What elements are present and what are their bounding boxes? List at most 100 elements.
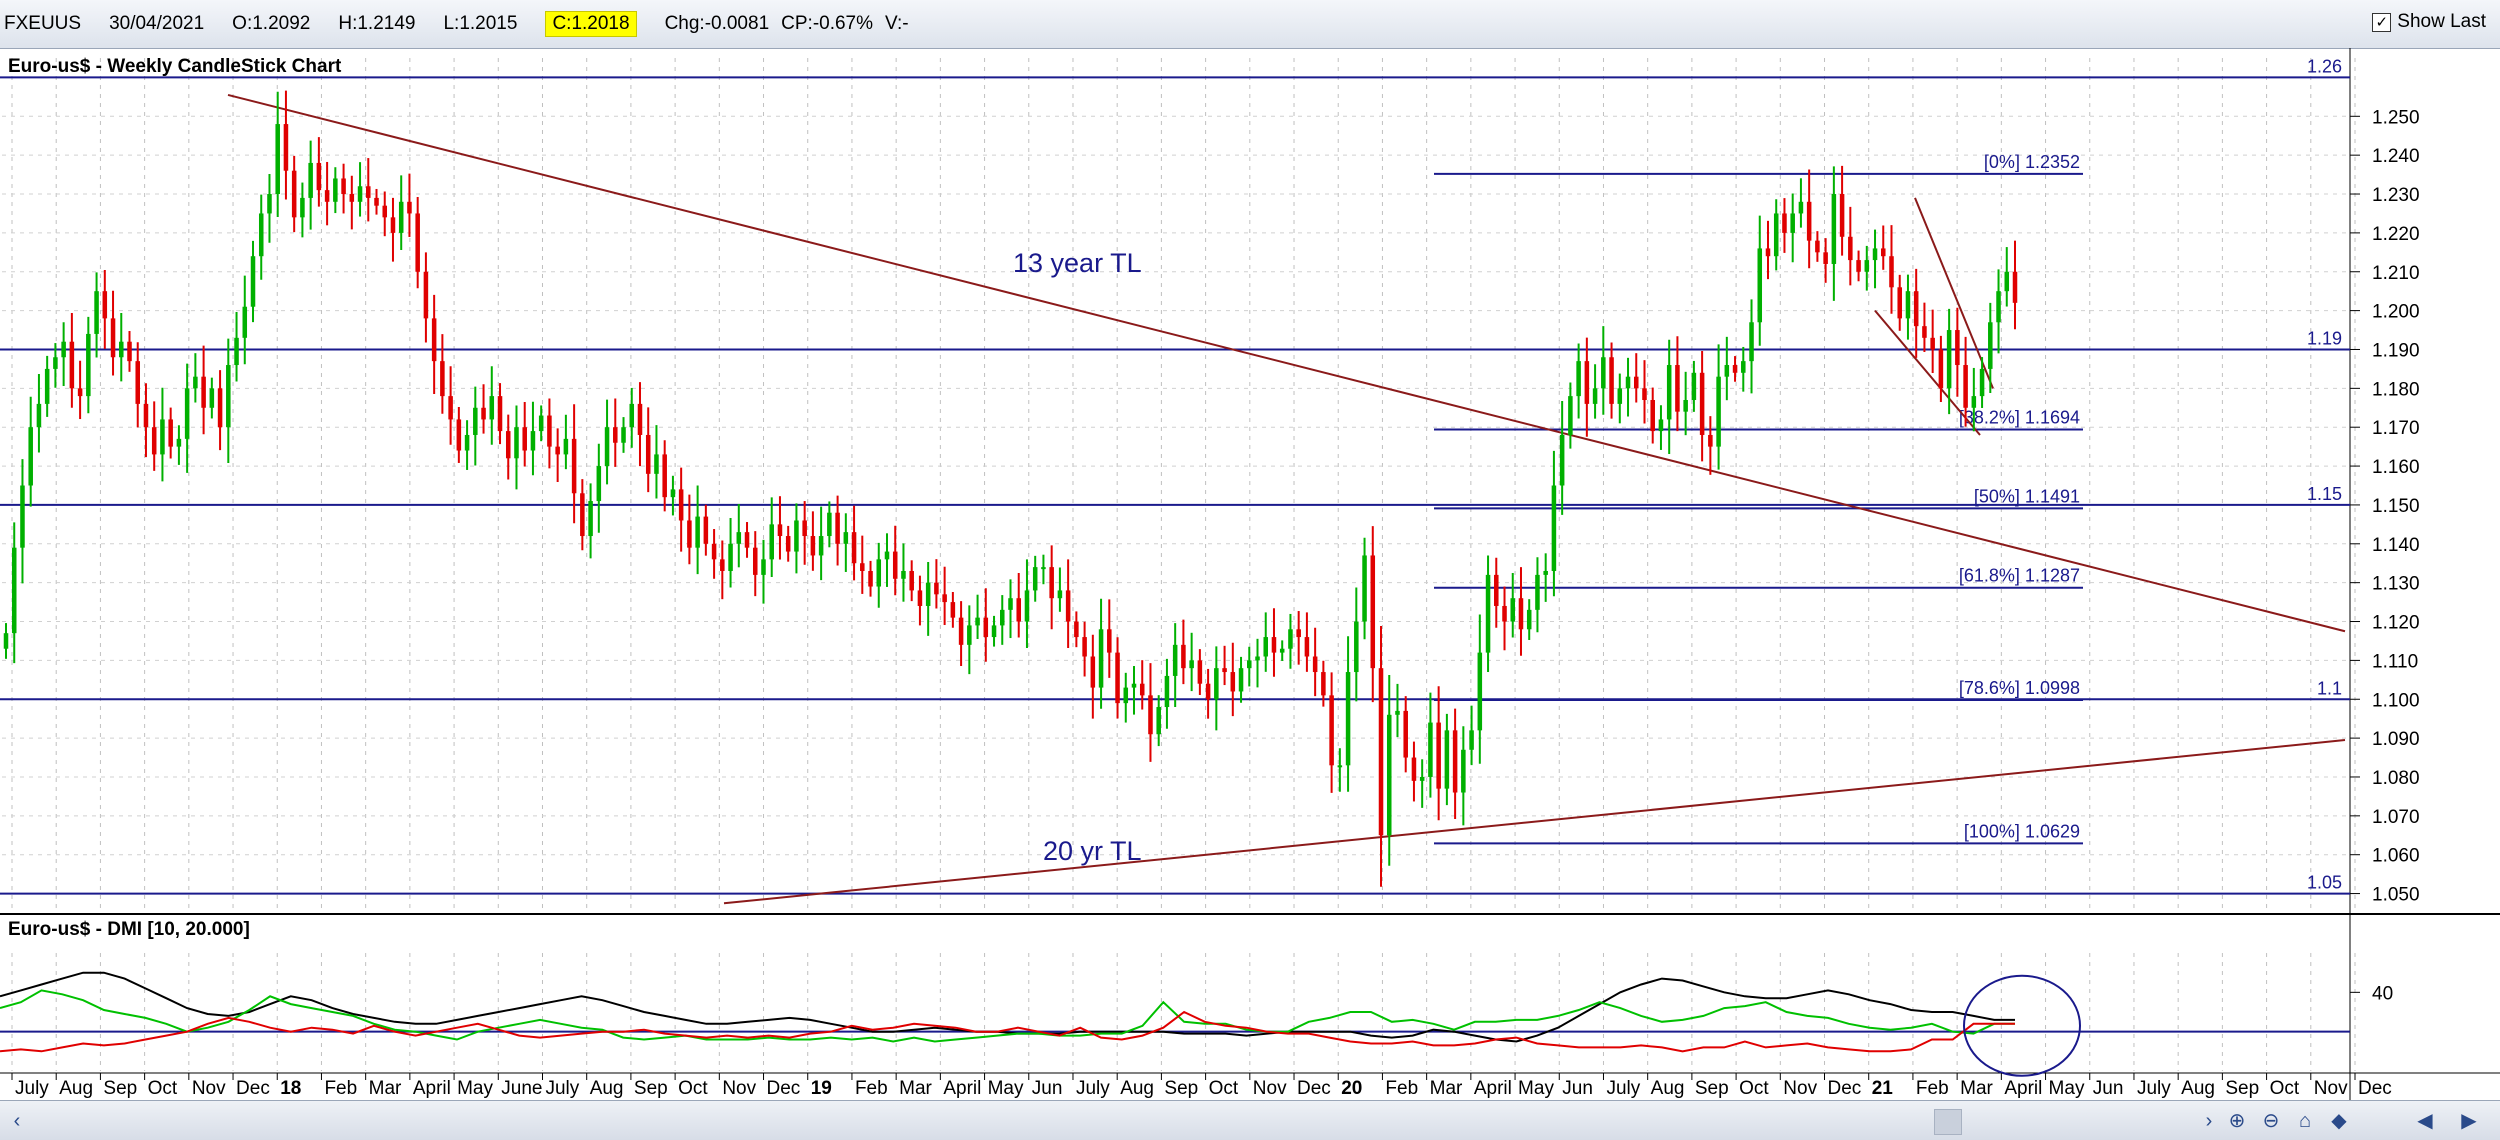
y-tick-label: 1.170 <box>2372 418 2420 439</box>
step-right-icon[interactable]: ▶ <box>2461 1110 2477 1132</box>
x-tick-label: Sep <box>1164 1078 1198 1099</box>
x-tick-label: May <box>988 1078 1024 1099</box>
candle-body <box>802 520 807 537</box>
fib-label: [78.6%] 1.0998 <box>1959 678 2080 698</box>
candle-body <box>818 536 824 556</box>
candle-body <box>1419 776 1425 781</box>
candle-body <box>1444 730 1450 789</box>
scroll-thumb[interactable] <box>1934 1109 1962 1135</box>
candle-body <box>341 178 346 195</box>
scroll-right-icon[interactable]: › <box>2205 1110 2213 1132</box>
candle-body <box>110 318 116 358</box>
candle-body <box>1214 668 1219 700</box>
candle-body <box>645 434 651 474</box>
scroll-both-icon[interactable]: ◆ <box>2331 1110 2347 1132</box>
candle-body <box>1337 765 1343 768</box>
candle-body <box>687 520 692 548</box>
y-tick-label: 1.230 <box>2372 185 2420 206</box>
y-tick-label: 1.090 <box>2372 729 2420 750</box>
candle-body <box>193 376 198 389</box>
candle-body <box>547 415 552 447</box>
candle-body <box>3 633 9 649</box>
candle-body <box>884 551 890 560</box>
candle-body <box>1502 605 1507 622</box>
candle-body <box>958 617 964 645</box>
show-last-checkbox[interactable]: ✓ <box>2372 12 2392 32</box>
candle-body <box>267 194 272 214</box>
zoom-out-icon[interactable]: ⊖ <box>2262 1110 2280 1132</box>
candle-body <box>119 341 124 358</box>
candle-body <box>1362 555 1367 622</box>
candle-body <box>1559 434 1565 486</box>
candle-body <box>407 201 412 214</box>
x-tick-label: Oct <box>2270 1078 2300 1099</box>
candle-body <box>1955 330 1960 366</box>
highlight-circle <box>1963 974 2081 1077</box>
fib-label: [38.2%] 1.1694 <box>1959 408 2080 428</box>
fib-label: [61.8%] 1.1287 <box>1959 566 2080 586</box>
candle-body <box>769 524 774 560</box>
x-tick-label: Mar <box>369 1078 402 1099</box>
candle-body <box>1568 396 1573 435</box>
candle-body <box>209 388 215 408</box>
candle-body <box>1098 629 1104 688</box>
candle-body <box>1675 365 1680 412</box>
candle-body <box>588 501 593 537</box>
candle-body <box>497 396 503 432</box>
x-tick-label: Nov <box>722 1078 756 1099</box>
candle-body <box>1831 194 1837 264</box>
y-tick-label: 1.110 <box>2372 651 2418 672</box>
close-value: C:1.2018 <box>545 11 637 37</box>
candle-body <box>1000 609 1005 626</box>
candle-body <box>61 341 66 358</box>
candle-body <box>1938 349 1944 389</box>
candle-body <box>349 194 355 202</box>
candle-body <box>637 403 643 435</box>
candle-body <box>1601 357 1606 389</box>
candle-body <box>1526 609 1532 630</box>
candle-body <box>843 532 849 544</box>
candle-body <box>366 186 371 198</box>
x-tick-label: Sep <box>2225 1078 2259 1099</box>
candle-body <box>374 197 379 206</box>
x-tick-label: Oct <box>1209 1078 1239 1099</box>
candle-body <box>975 617 980 626</box>
candle-body <box>464 434 470 451</box>
scroll-left-icon[interactable]: ‹ <box>13 1110 21 1132</box>
zoom-in-icon[interactable]: ⊕ <box>2228 1110 2246 1132</box>
chart-area[interactable]: 1.26 1.19 1.15 1.1 1.05 [0%] 1.2352 [38.2%] 1… <box>0 48 2500 1100</box>
candle-body <box>1592 388 1598 404</box>
show-last-toggle[interactable]: ✓ Show Last <box>2372 11 2486 33</box>
scrollbar[interactable]: ‹ › ⊕ ⊖ ⌂ ◆ ◀ ▶ <box>0 1100 2500 1140</box>
candle-body <box>1296 629 1301 638</box>
candle-body <box>440 361 445 397</box>
candle-body <box>1806 201 1812 241</box>
candle-body <box>1922 326 1927 338</box>
candle-body <box>1378 668 1384 836</box>
dmi-series-line <box>0 1010 2015 1053</box>
candle-body <box>1041 567 1046 570</box>
candle-body <box>925 582 931 606</box>
candle-body <box>1946 330 1952 389</box>
candle-body <box>1238 668 1244 692</box>
chart-tools-icon[interactable]: ⌂ <box>2298 1110 2312 1132</box>
candle-body <box>794 520 799 552</box>
y-tick-label: 1.100 <box>2372 690 2420 711</box>
candle-body <box>1090 656 1096 688</box>
x-tick-label: Oct <box>148 1078 178 1099</box>
candle-body <box>168 419 173 447</box>
candle-body <box>1181 644 1186 669</box>
x-tick-label: Dec <box>236 1078 270 1099</box>
candle-body <box>1757 248 1763 323</box>
candle-body <box>1230 672 1236 692</box>
candle-body <box>876 559 882 587</box>
x-tick-label: Mar <box>1960 1078 1993 1099</box>
candle-body <box>761 559 766 575</box>
x-tick-label: Aug <box>59 1078 93 1099</box>
candle-body <box>2004 271 2010 292</box>
candle-body <box>1625 376 1631 389</box>
candle-body <box>670 489 676 498</box>
candle-body <box>917 590 923 606</box>
level-label: 1.26 <box>2307 56 2342 76</box>
step-left-icon[interactable]: ◀ <box>2417 1110 2433 1132</box>
